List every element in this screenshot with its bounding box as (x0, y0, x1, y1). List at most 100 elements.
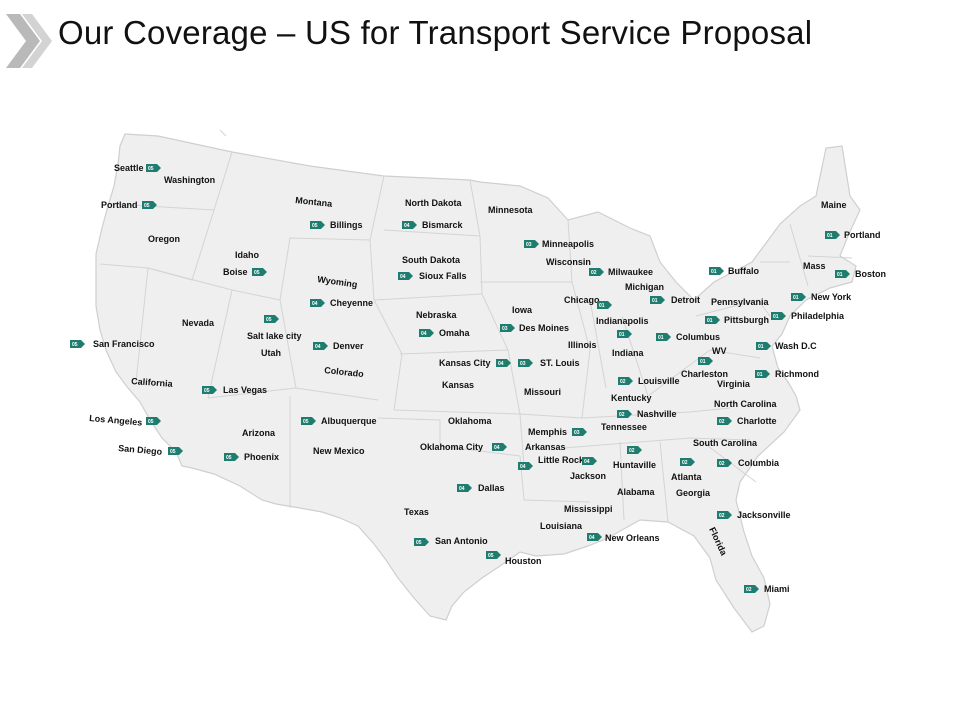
route-tag-icon (146, 164, 161, 172)
state-label: Virginia (717, 379, 751, 389)
route-tag-icon (310, 299, 325, 307)
route-tag-icon (650, 296, 665, 304)
route-tag-icon (414, 538, 429, 546)
city-label: Dallas (478, 483, 505, 493)
route-tag-number: 04 (315, 344, 321, 350)
route-tag-number: 04 (589, 535, 595, 541)
city-marker[interactable]: 01 Philadelphia (771, 311, 845, 321)
route-tag-number: 02 (682, 460, 688, 466)
route-tag-icon (756, 342, 771, 350)
city-marker[interactable]: Memphis 03 (528, 427, 587, 437)
city-marker[interactable]: 01 Wash D.C (756, 341, 817, 351)
city-marker[interactable]: Indianapolis 01 (596, 316, 649, 338)
city-marker[interactable]: 05 Houston (486, 551, 542, 566)
route-tag-number: 02 (746, 587, 752, 593)
city-marker[interactable]: Oklahoma City 04 (420, 442, 507, 452)
city-marker[interactable]: 04 Sioux Falls (398, 271, 467, 281)
city-label: San Diego (118, 443, 163, 457)
city-marker[interactable]: 05 Albuquerque (301, 416, 377, 426)
city-label: Denver (333, 341, 364, 351)
city-label: Milwaukee (608, 267, 653, 277)
city-marker[interactable]: Los Angeles 05 (89, 413, 161, 428)
city-marker[interactable]: 01 Buffalo (709, 266, 759, 276)
city-marker[interactable]: Seattle 05 (114, 163, 161, 173)
route-tag-number: 05 (416, 540, 422, 546)
page-title: Our Coverage – US for Transport Service … (58, 14, 813, 51)
city-marker[interactable]: 04 Dallas (457, 483, 505, 493)
city-label: New York (811, 292, 852, 302)
city-marker[interactable]: 02 Louisville (618, 376, 680, 386)
route-tag-icon (698, 357, 713, 365)
city-marker[interactable]: 02 Miami (744, 584, 790, 594)
route-tag-icon (627, 446, 642, 454)
city-marker[interactable]: 02 Jacksonville (717, 510, 791, 520)
route-tag-number: 02 (620, 379, 626, 385)
city-marker[interactable]: 05 Las Vegas (202, 385, 267, 395)
city-marker[interactable]: San Diego 05 (118, 443, 183, 457)
city-marker[interactable]: 01 Portland (825, 230, 881, 240)
route-tag-icon (398, 272, 413, 280)
city-marker[interactable]: 02 Huntaville (613, 446, 656, 470)
city-marker[interactable]: 01 Detroit (650, 295, 700, 305)
state-label: Kansas (442, 380, 474, 390)
city-marker[interactable]: 05 Billings (310, 220, 363, 230)
city-marker[interactable]: 04 Little Rock (518, 455, 585, 470)
city-marker[interactable]: 03 Des Moines (500, 323, 569, 333)
city-marker[interactable]: 01 Columbus (656, 332, 720, 342)
route-tag-number: 04 (520, 464, 526, 470)
route-tag-number: 04 (421, 331, 427, 337)
city-label: Atlanta (671, 472, 702, 482)
route-tag-icon (587, 533, 602, 541)
city-marker[interactable]: 01 Pittsburgh (705, 315, 769, 325)
city-marker[interactable]: 02 Charlotte (717, 416, 777, 426)
city-marker[interactable]: 04 Cheyenne (310, 298, 373, 308)
city-marker[interactable]: 03 ST. Louis (518, 358, 580, 368)
city-marker[interactable]: 02 Milwaukee (589, 267, 653, 277)
route-tag-number: 03 (502, 326, 508, 332)
city-marker[interactable]: 02 Nashville (617, 409, 677, 419)
route-tag-icon (589, 268, 604, 276)
city-marker[interactable]: 04 New Orleans (587, 533, 660, 543)
city-label: Buffalo (728, 266, 759, 276)
city-marker[interactable]: 04 Omaha (419, 328, 471, 338)
city-label: Boston (855, 269, 886, 279)
state-label: Maine (821, 200, 847, 210)
route-tag-number: 05 (170, 449, 176, 455)
city-marker[interactable]: 05 San Antonio (414, 536, 488, 546)
route-tag-icon (825, 231, 840, 239)
city-marker[interactable]: 05 San Francisco (70, 339, 155, 349)
city-marker[interactable]: Kansas City 04 (439, 358, 511, 368)
route-tag-number: 04 (404, 223, 410, 229)
route-tag-icon (142, 201, 157, 209)
route-tag-icon (755, 370, 770, 378)
city-marker[interactable]: 01 Boston (835, 269, 886, 279)
route-tag-number: 05 (226, 455, 232, 461)
route-tag-icon (617, 330, 632, 338)
city-marker[interactable]: 04 Denver (313, 341, 364, 351)
city-marker[interactable]: 05 Salt lake city (247, 315, 302, 341)
city-label: Louisville (638, 376, 680, 386)
city-label: Portland (101, 200, 138, 210)
city-marker[interactable]: Boise 05 (223, 267, 267, 277)
city-marker[interactable]: 01 New York (791, 292, 852, 302)
city-label: Omaha (439, 328, 471, 338)
state-label: Arizona (242, 428, 276, 438)
city-label: Columbus (676, 332, 720, 342)
city-marker[interactable]: 04 Jackson (570, 457, 606, 481)
city-marker[interactable]: 01 Richmond (755, 369, 819, 379)
city-marker[interactable]: 02 Columbia (717, 458, 780, 468)
city-marker[interactable]: 03 Minneapolis (524, 239, 594, 249)
route-tag-number: 01 (758, 344, 764, 350)
city-label: Billings (330, 220, 363, 230)
route-tag-number: 01 (711, 269, 717, 275)
city-marker[interactable]: 01 Charleston (681, 357, 728, 379)
route-tag-icon (618, 377, 633, 385)
city-marker[interactable]: 05 Phoenix (224, 452, 279, 462)
city-label: Miami (764, 584, 790, 594)
city-marker[interactable]: 02 Atlanta (671, 458, 702, 482)
state-label: Nevada (182, 318, 215, 328)
city-marker[interactable]: 04 Bismarck (402, 220, 464, 230)
state-label: Alabama (617, 487, 656, 497)
city-marker[interactable]: Portland 05 (101, 200, 157, 210)
